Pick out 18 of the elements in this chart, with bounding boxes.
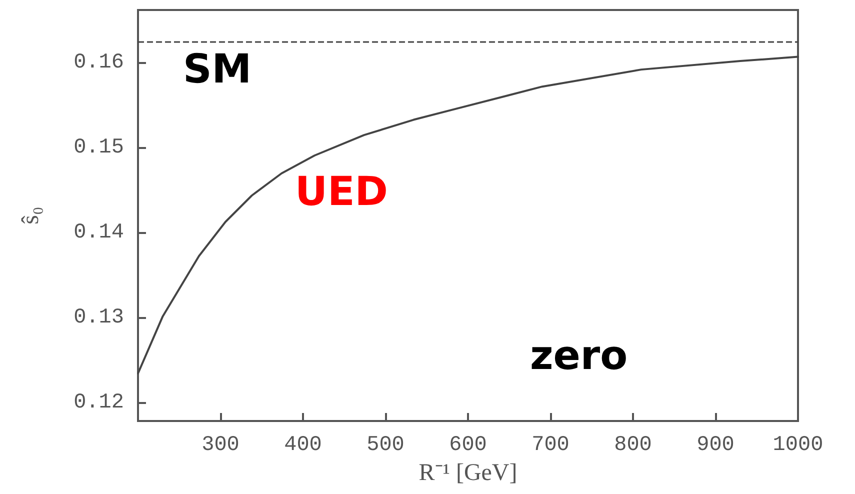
x-tick-label: 700 (532, 434, 570, 457)
x-tick-label: 500 (366, 434, 404, 457)
y-tick-label: 0.15 (74, 136, 124, 160)
x-tick-label: 800 (614, 434, 652, 457)
y-tick-label: 0.12 (74, 392, 124, 415)
x-axis-title: R⁻¹ [GeV] (418, 460, 518, 486)
x-tick-label: 300 (202, 434, 240, 457)
y-tick-label: 0.13 (74, 306, 124, 330)
x-tick-label: 900 (696, 434, 734, 457)
annotation: zero (530, 333, 628, 379)
x-tick-label: 600 (449, 434, 487, 457)
y-tick-label: 0.16 (74, 51, 124, 74)
y-axis-title: ŝ₀ (18, 206, 44, 224)
annotation: UED (295, 169, 388, 215)
y-tick-label: 0.14 (74, 221, 124, 244)
x-tick-label: 400 (284, 434, 322, 457)
x-tick-label: 1000 (772, 434, 824, 457)
ref-line-label: SM (183, 46, 252, 92)
